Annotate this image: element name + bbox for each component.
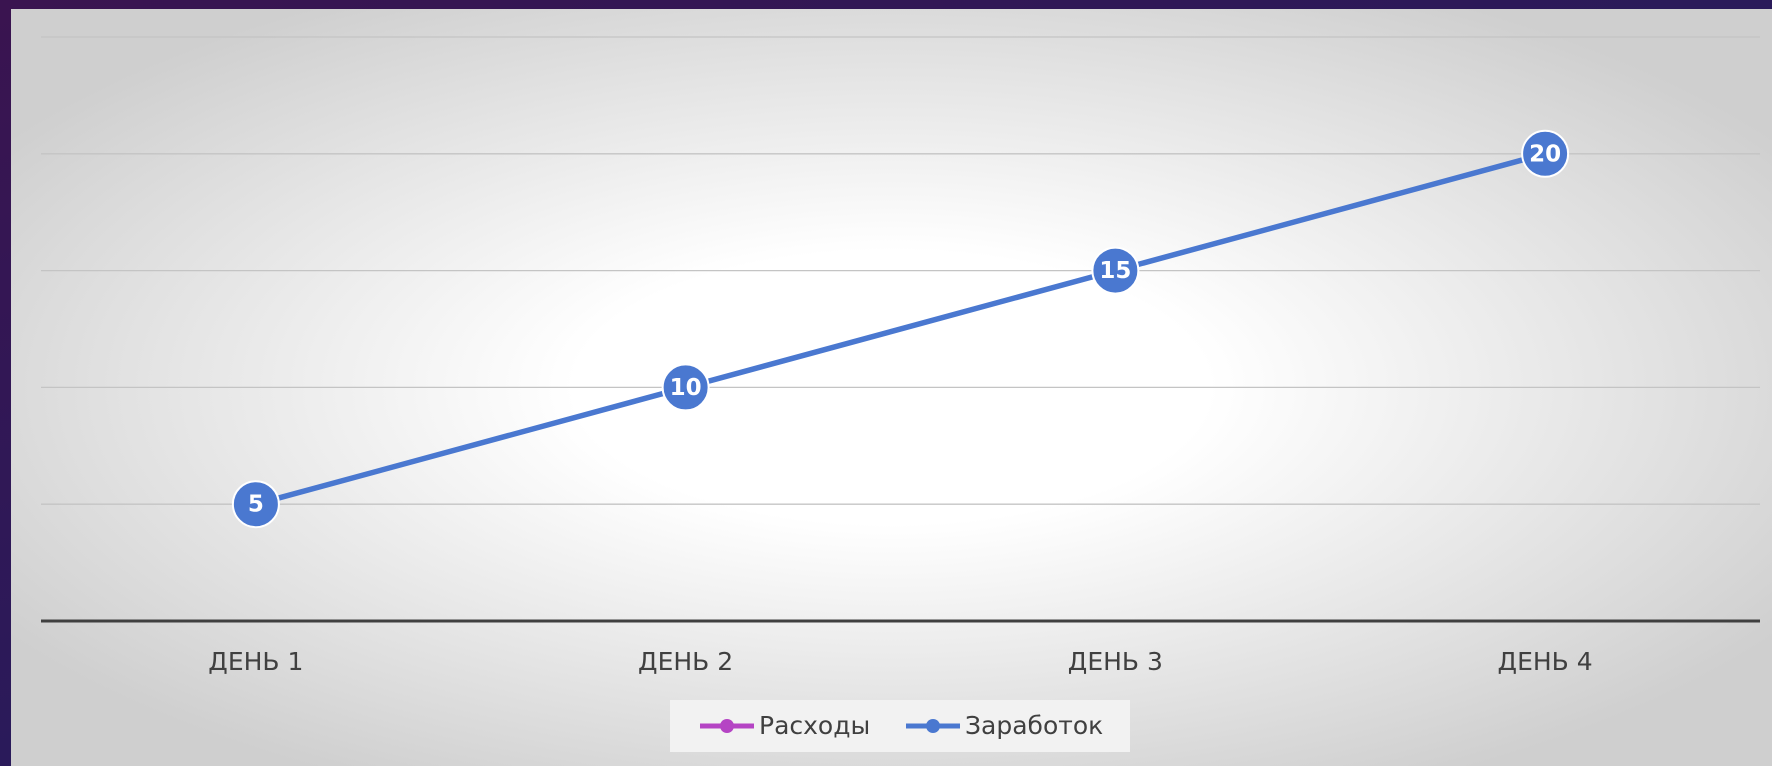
series-line [255, 151, 1546, 507]
data-label: 15 [1099, 258, 1131, 284]
data-label: 10 [670, 375, 702, 401]
x-tick-label: ДЕНЬ 1 [208, 647, 303, 676]
data-label: 5 [248, 492, 264, 518]
marker [1521, 129, 1570, 178]
legend-swatch-marker [720, 719, 734, 733]
x-tick-label: ДЕНЬ 2 [638, 647, 733, 676]
marker [1091, 246, 1140, 295]
x-tick-label: ДЕНЬ 3 [1068, 647, 1163, 676]
marker [661, 363, 710, 412]
data-label: 20 [1529, 141, 1561, 167]
x-tick-label: ДЕНЬ 4 [1498, 647, 1593, 676]
legend-swatch-marker [926, 719, 940, 733]
marker [231, 480, 280, 529]
legend-label: Расходы [759, 711, 870, 740]
legend-label: Заработок [965, 711, 1103, 740]
